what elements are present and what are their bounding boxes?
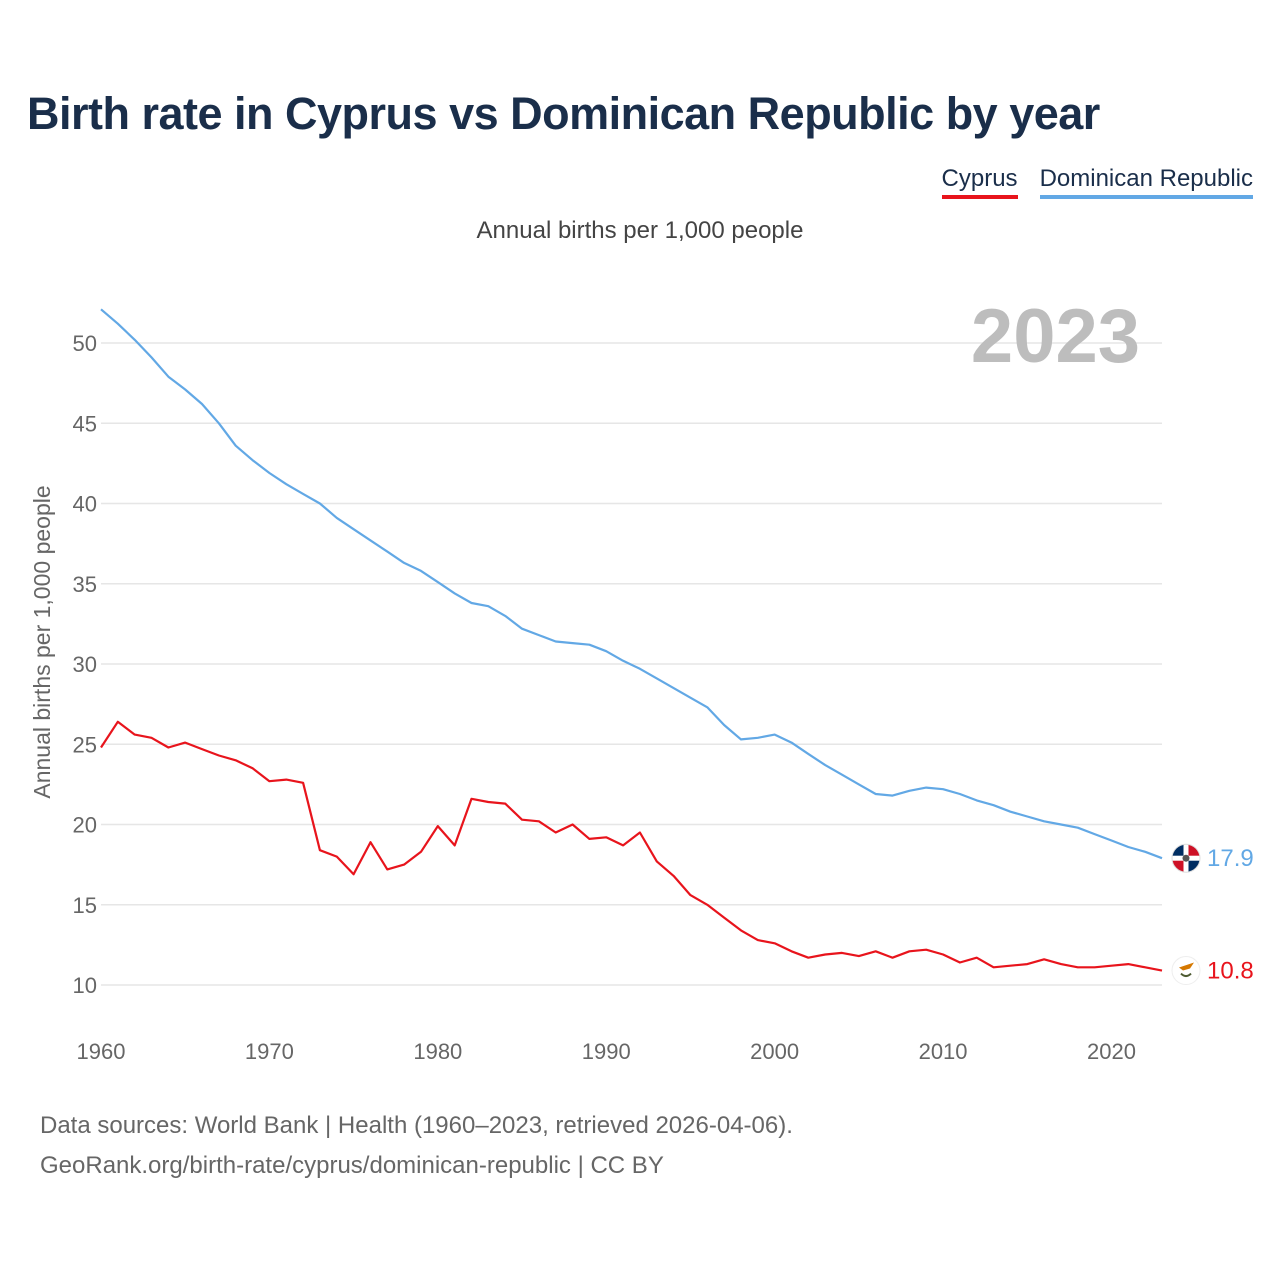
legend-item-dominican-republic[interactable]: Dominican Republic: [1039, 165, 1253, 199]
x-tick-2010: 2010: [919, 1039, 968, 1064]
cyprus-flag-icon: [1171, 956, 1201, 986]
y-tick-20: 20: [73, 813, 97, 838]
source-url-text[interactable]: GeoRank.org/birth-rate/cyprus/dominican-…: [40, 1152, 664, 1179]
x-tick-2000: 2000: [750, 1039, 799, 1064]
y-tick-35: 35: [73, 572, 97, 597]
x-tick-1960: 1960: [77, 1039, 126, 1064]
series-line-cyprus[interactable]: [100, 720, 1163, 972]
grid-lines: [101, 342, 1162, 986]
series-line-dominican-republic[interactable]: [100, 308, 1163, 860]
cyprus-end-value: 10.8: [1207, 958, 1254, 985]
x-tick-1990: 1990: [582, 1039, 631, 1064]
y-axis-ticks: 10 15 20 25 30 35 40 45 50: [73, 331, 97, 998]
series-lines: [100, 308, 1163, 972]
current-year-label: 2023: [971, 294, 1140, 379]
chart-subtitle: Annual births per 1,000 people: [476, 217, 804, 244]
dominican-republic-flag-icon: [1171, 843, 1201, 873]
end-markers: [1171, 843, 1201, 986]
dominican-republic-end-value: 17.9: [1207, 845, 1254, 872]
x-tick-2020: 2020: [1087, 1039, 1136, 1064]
footer: Data sources: World Bank | Health (1960–…: [40, 1106, 793, 1186]
y-tick-45: 45: [73, 411, 97, 436]
y-tick-30: 30: [73, 652, 97, 677]
x-tick-1970: 1970: [245, 1039, 294, 1064]
x-tick-1980: 1980: [413, 1039, 462, 1064]
x-axis-ticks: 1960 1970 1980 1990 2000 2010 2020: [77, 1039, 1136, 1064]
chart-title: Birth rate in Cyprus vs Dominican Republ…: [27, 88, 1100, 139]
y-tick-10: 10: [73, 973, 97, 998]
legend: Cyprus Dominican Republic: [941, 165, 1253, 199]
data-source-text: Data sources: World Bank | Health (1960–…: [40, 1112, 793, 1139]
y-tick-25: 25: [73, 732, 97, 757]
y-axis-label: Annual births per 1,000 people: [29, 485, 55, 798]
legend-item-cyprus[interactable]: Cyprus: [941, 165, 1018, 199]
y-tick-40: 40: [73, 492, 97, 517]
y-tick-15: 15: [73, 893, 97, 918]
y-tick-50: 50: [73, 331, 97, 356]
